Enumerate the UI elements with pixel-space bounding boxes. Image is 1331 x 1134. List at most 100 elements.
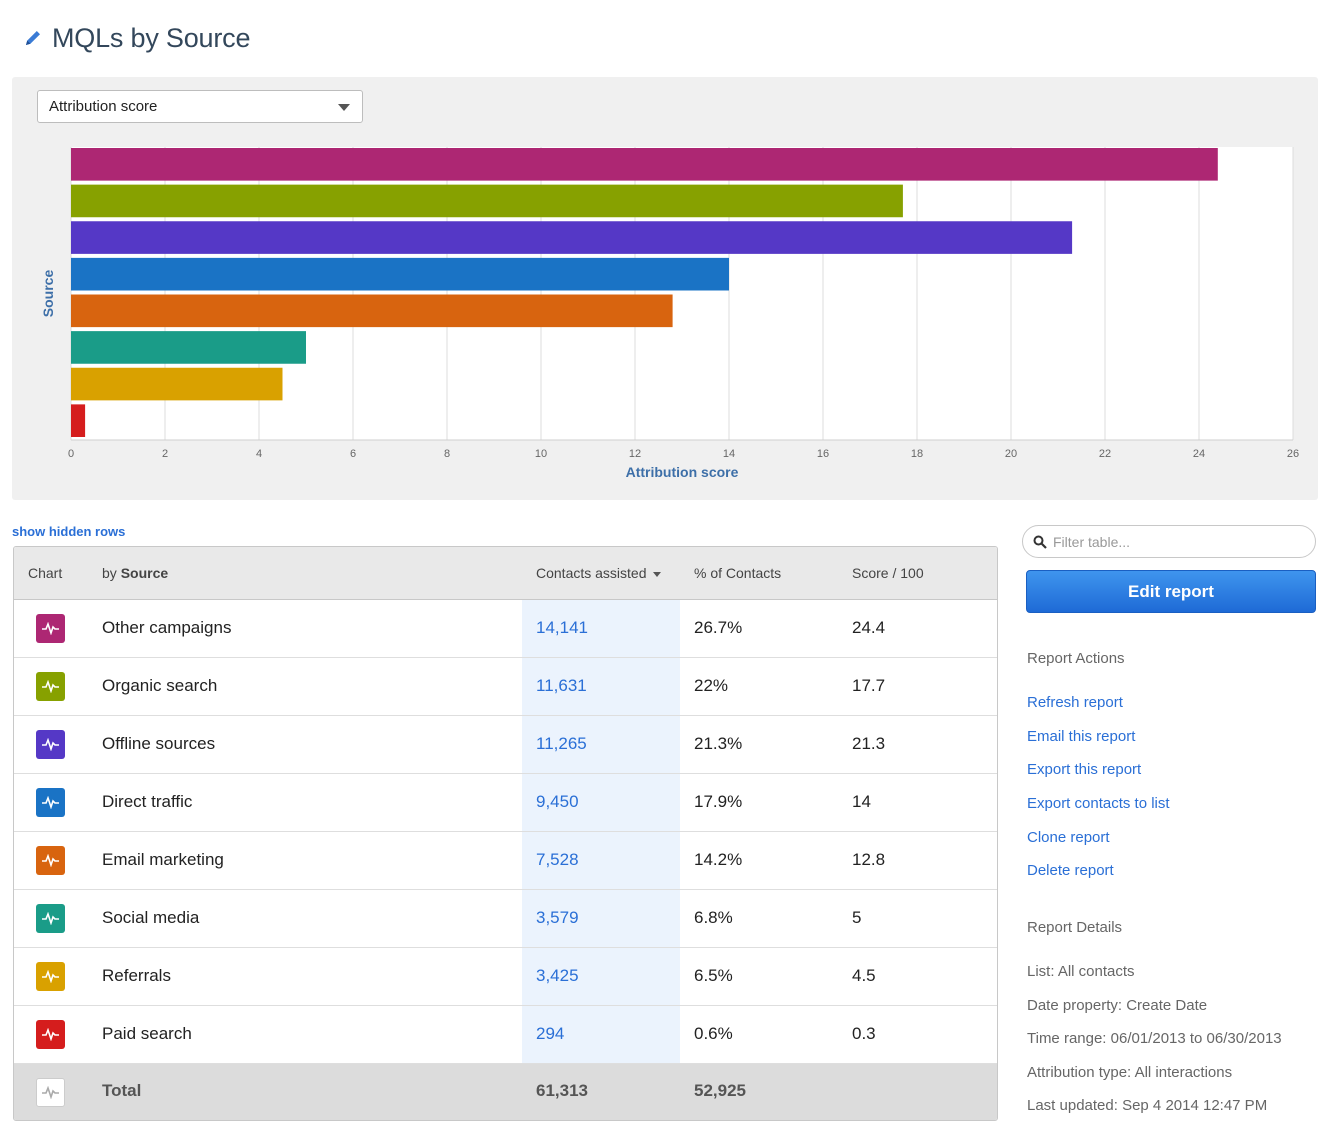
source-name: Referrals	[102, 966, 171, 985]
detail-date-property: Date property: Create Date	[1027, 997, 1208, 1014]
show-hidden-rows-link[interactable]: show hidden rows	[12, 524, 126, 539]
sort-down-icon	[652, 571, 661, 577]
table-row: Social media 3,579 6.8% 5	[14, 890, 997, 948]
y-axis-label: Source	[40, 270, 56, 318]
pct-of-contacts: 26.7%	[694, 618, 743, 637]
detail-last-updated: Last updated: Sep 4 2014 12:47 PM	[1027, 1097, 1268, 1114]
table-row: Other campaigns 14,141 26.7% 24.4	[14, 600, 997, 658]
header-chart: Chart	[28, 565, 63, 581]
highlight-column	[522, 948, 680, 1005]
bar[interactable]	[71, 294, 673, 328]
x-tick-label: 18	[911, 448, 923, 460]
refresh-report-link[interactable]: Refresh report	[1027, 694, 1123, 711]
highlight-column	[522, 600, 680, 657]
contacts-assisted-link[interactable]: 11,631	[536, 676, 587, 695]
pct-of-contacts: 17.9%	[694, 792, 743, 811]
metric-select[interactable]: Attribution score	[37, 90, 363, 123]
pct-of-contacts: 14.2%	[694, 850, 743, 869]
header-contacts[interactable]: Contacts assisted	[536, 565, 661, 581]
data-table: Chart by Source Contacts assisted % of C…	[13, 546, 998, 1121]
source-name: Email marketing	[102, 850, 224, 869]
contacts-assisted-link[interactable]: 14,141	[536, 618, 588, 637]
table-body: Other campaigns 14,141 26.7% 24.4 Organic se…	[14, 600, 997, 1064]
highlight-column	[522, 1006, 680, 1063]
header-source[interactable]: by Source	[102, 565, 168, 581]
chart-toggle-icon[interactable]	[36, 962, 65, 991]
edit-report-button[interactable]: Edit report	[1026, 570, 1316, 613]
page-header: MQLs by Source	[22, 18, 250, 58]
header-by: by	[102, 565, 117, 581]
metric-select-value: Attribution score	[49, 98, 158, 115]
contacts-assisted-link[interactable]: 3,579	[536, 908, 579, 927]
chart-toggle-icon[interactable]	[36, 614, 65, 643]
total-label: Total	[102, 1081, 142, 1100]
contacts-assisted-link[interactable]: 11,265	[536, 734, 587, 753]
filter-table-input[interactable]	[1053, 533, 1293, 550]
header-contacts-label: Contacts assisted	[536, 565, 647, 581]
total-contacts: 61,313	[536, 1081, 588, 1100]
bar[interactable]	[71, 331, 306, 364]
score-value: 12.8	[852, 850, 886, 869]
pct-of-contacts: 6.5%	[694, 966, 733, 985]
x-tick-label: 4	[256, 448, 262, 460]
source-name: Organic search	[102, 676, 218, 695]
header-pct[interactable]: % of Contacts	[694, 565, 782, 581]
x-tick-label: 8	[444, 448, 450, 460]
chart-toggle-icon[interactable]	[36, 904, 65, 933]
table-row: Paid search 294 0.6% 0.3	[14, 1006, 997, 1064]
total-pct: 52,925	[694, 1081, 746, 1100]
pencil-icon[interactable]	[22, 27, 44, 49]
score-value: 24.4	[852, 618, 886, 637]
highlight-column	[522, 658, 680, 715]
x-tick-label: 6	[350, 448, 356, 460]
chart-panel: Attribution score 0 2 4 6 8 10 12 14 16 18 20 22 24 2…	[12, 77, 1318, 500]
chart-toggle-icon[interactable]	[36, 788, 65, 817]
highlight-column	[522, 832, 680, 889]
detail-time-range: Time range: 06/01/2013 to 06/30/2013	[1027, 1030, 1282, 1047]
filter-table-field[interactable]	[1022, 525, 1316, 558]
contacts-assisted-link[interactable]: 3,425	[536, 966, 579, 985]
x-tick-label: 16	[817, 448, 829, 460]
x-tick-label: 22	[1099, 448, 1111, 460]
email-report-link[interactable]: Email this report	[1027, 728, 1136, 745]
bar[interactable]	[71, 367, 283, 401]
highlight-column	[522, 890, 680, 947]
table-total-row: Total 61,313 52,925	[14, 1064, 997, 1120]
x-tick-label: 20	[1005, 448, 1017, 460]
page-title: MQLs by Source	[52, 22, 251, 53]
chart-toggle-icon[interactable]	[36, 846, 65, 875]
bar[interactable]	[71, 184, 903, 218]
report-actions-heading: Report Actions	[1027, 650, 1125, 667]
x-tick-label: 2	[162, 448, 168, 460]
score-value: 0.3	[852, 1024, 876, 1043]
table-row: Email marketing 7,528 14.2% 12.8	[14, 832, 997, 890]
table-row: Offline sources 11,265 21.3% 21.3	[14, 716, 997, 774]
export-report-link[interactable]: Export this report	[1027, 761, 1142, 778]
chart-toggle-icon[interactable]	[36, 672, 65, 701]
contacts-assisted-link[interactable]: 7,528	[536, 850, 579, 869]
source-name: Social media	[102, 908, 200, 927]
source-name: Paid search	[102, 1024, 192, 1043]
score-value: 5	[852, 908, 862, 927]
header-score[interactable]: Score / 100	[852, 565, 924, 581]
highlight-column	[522, 716, 680, 773]
chart-toggle-icon[interactable]	[36, 1020, 65, 1049]
contacts-assisted-link[interactable]: 9,450	[536, 792, 579, 811]
export-contacts-link[interactable]: Export contacts to list	[1027, 795, 1170, 812]
x-tick-label: 12	[629, 448, 641, 460]
delete-report-link[interactable]: Delete report	[1027, 862, 1114, 879]
chart-toggle-icon	[36, 1078, 65, 1107]
bar[interactable]	[71, 257, 729, 291]
clone-report-link[interactable]: Clone report	[1027, 829, 1110, 846]
contacts-assisted-link[interactable]: 294	[536, 1024, 565, 1043]
chart-toggle-icon[interactable]	[36, 730, 65, 759]
detail-attribution-type: Attribution type: All interactions	[1027, 1064, 1233, 1081]
x-tick-label: 0	[68, 448, 74, 460]
x-axis-label: Attribution score	[626, 464, 739, 480]
report-details-heading: Report Details	[1027, 919, 1123, 936]
bar[interactable]	[71, 221, 1073, 254]
bar[interactable]	[71, 404, 86, 437]
bar[interactable]	[71, 148, 1218, 181]
score-value: 14	[852, 792, 871, 811]
